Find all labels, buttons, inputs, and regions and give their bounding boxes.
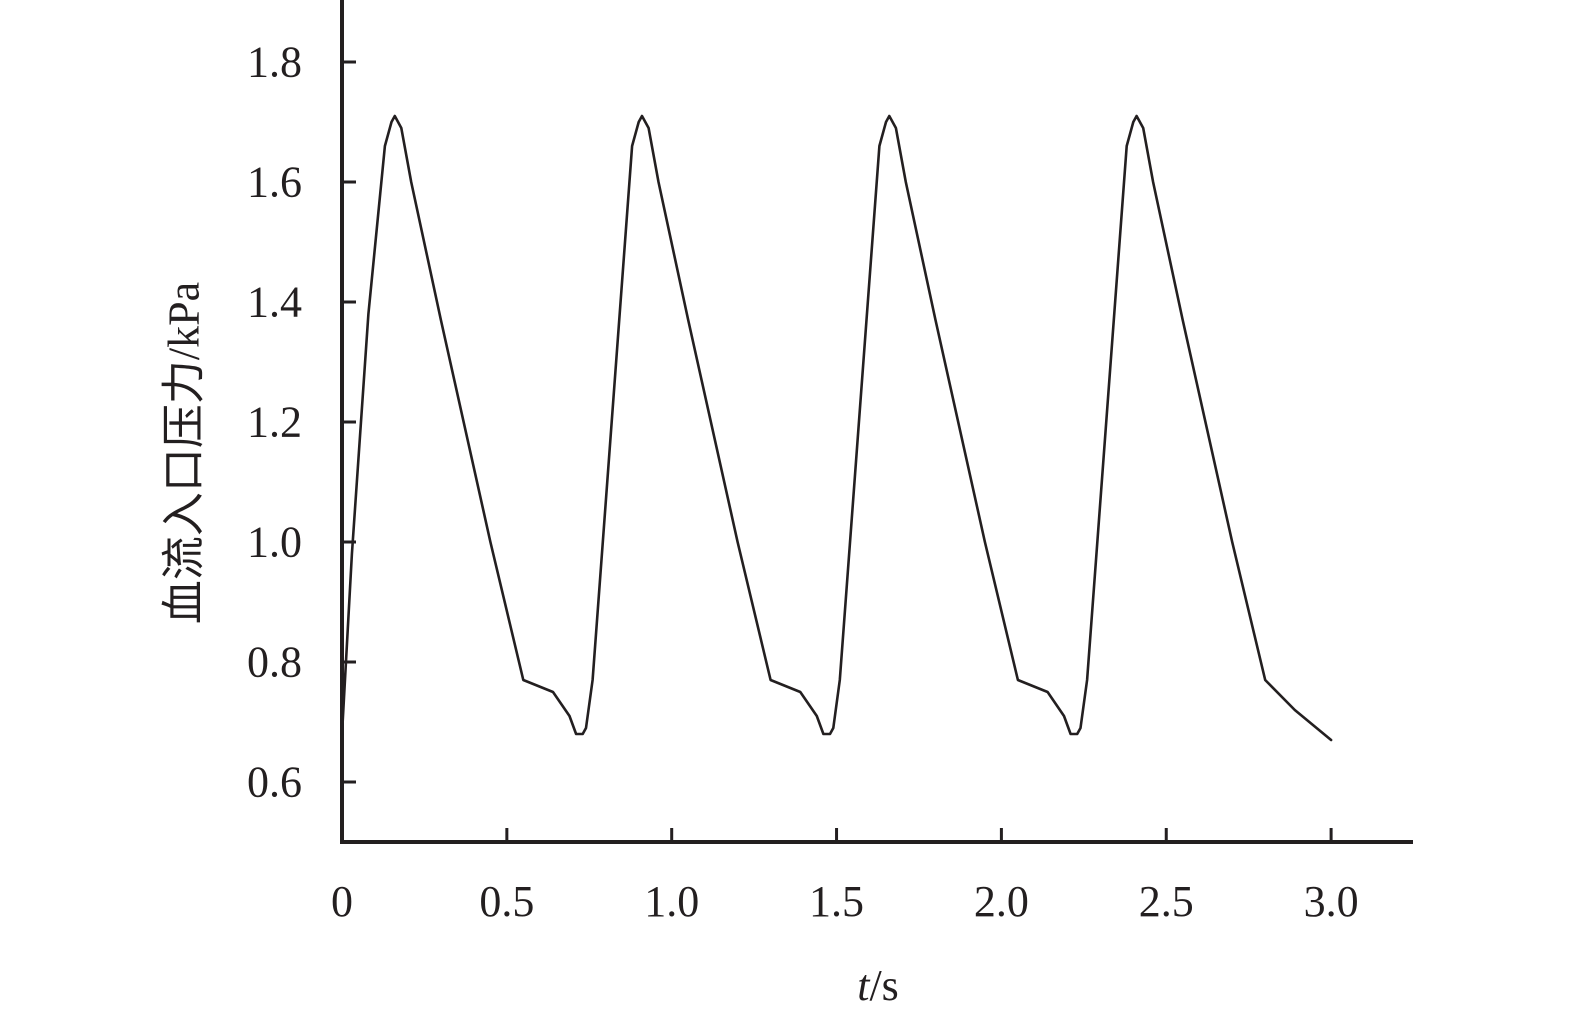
y-axis-title: 血流入口压力/kPa xyxy=(160,282,209,624)
x-tick-label: 2.0 xyxy=(974,877,1029,926)
y-tick-label: 0.6 xyxy=(247,758,302,807)
y-tick-label: 1.8 xyxy=(247,38,302,87)
x-tick-label: 2.5 xyxy=(1139,877,1194,926)
x-axis-title: t/s xyxy=(857,961,899,1010)
y-tick-label: 1.0 xyxy=(247,518,302,567)
y-axis-ticks: 0.6 0.8 1.0 1.2 1.4 1.6 1.8 xyxy=(247,38,356,807)
x-tick-label: 0.5 xyxy=(479,877,534,926)
x-axis-title-variable: t xyxy=(857,961,871,1010)
x-tick-label: 0 xyxy=(331,877,353,926)
x-axis-title-unit: /s xyxy=(869,961,898,1010)
y-tick-label: 1.4 xyxy=(247,278,302,327)
y-tick-label: 1.6 xyxy=(247,158,302,207)
x-tick-label: 1.0 xyxy=(644,877,699,926)
y-tick-label: 0.8 xyxy=(247,638,302,687)
x-tick-label: 1.5 xyxy=(809,877,864,926)
x-axis-ticks: 0 0.5 1.0 1.5 2.0 2.5 3.0 xyxy=(331,828,1359,926)
y-tick-label: 1.2 xyxy=(247,398,302,447)
x-tick-label: 3.0 xyxy=(1304,877,1359,926)
series-line-inlet-pressure xyxy=(340,114,1333,742)
